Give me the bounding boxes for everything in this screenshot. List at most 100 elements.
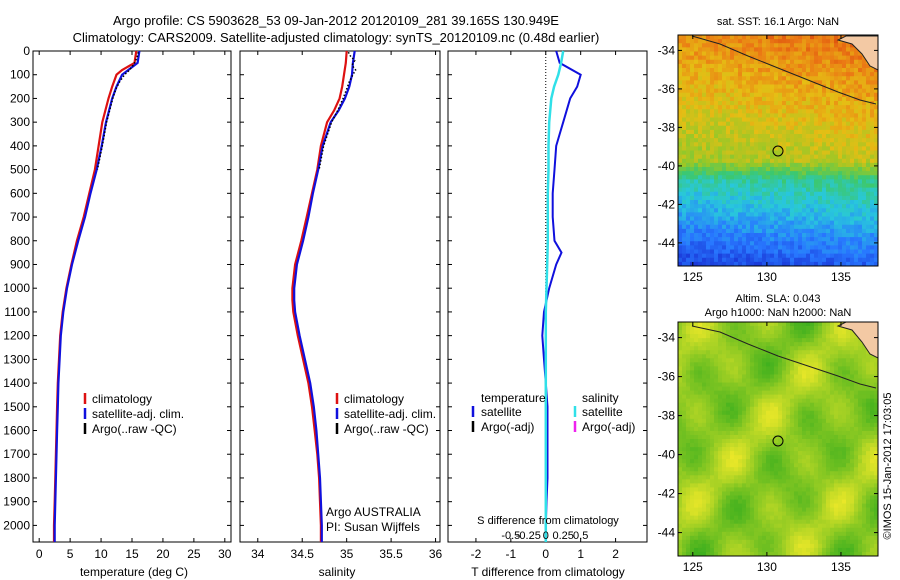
sst-cell (838, 208, 843, 213)
sst-cell (838, 129, 843, 135)
sst-cell (750, 101, 755, 106)
sst-cell (830, 39, 835, 44)
sla-cell (682, 447, 687, 452)
sst-cell (690, 154, 695, 160)
sla-cell (730, 406, 735, 412)
sst-cell (778, 113, 783, 118)
sst-cell (842, 138, 847, 143)
sla-cell (686, 455, 691, 460)
sst-cell (838, 220, 843, 226)
sla-cell (694, 422, 699, 428)
sst-cell (850, 113, 855, 118)
sla-cell (782, 330, 787, 335)
sst-cell (870, 96, 875, 102)
sla-cell (678, 330, 683, 335)
x-tick-label: 34.5 (291, 547, 315, 561)
sst-cell (814, 105, 819, 110)
sla-cell (834, 366, 839, 371)
sst-cell (822, 55, 827, 61)
sst-cell (766, 233, 771, 238)
sst-cell (778, 35, 783, 40)
sst-cell (766, 80, 771, 85)
sla-cell (706, 422, 711, 428)
sla-cell (818, 455, 823, 460)
sst-cell (794, 113, 799, 118)
sst-cell (706, 162, 711, 168)
sst-cell (826, 224, 831, 230)
sst-cell (790, 138, 795, 143)
sla-cell (850, 350, 855, 355)
sst-cell (794, 76, 799, 81)
sla-cell (854, 406, 859, 412)
sst-cell (786, 76, 791, 81)
sst-cell (874, 187, 879, 193)
sst-cell (734, 171, 739, 176)
sla-cell (734, 378, 739, 383)
sst-cell (682, 146, 687, 151)
sst-cell (726, 245, 731, 250)
sla-cell (774, 326, 779, 331)
sst-cell (698, 63, 703, 69)
sst-cell (798, 208, 803, 213)
sla-cell (714, 394, 719, 400)
sla-cell (782, 362, 787, 367)
sla-cell (854, 402, 859, 408)
sst-cell (710, 175, 715, 180)
sla-cell (826, 354, 831, 359)
sla-cell (786, 346, 791, 351)
sst-cell (782, 134, 787, 139)
sst-cell (818, 187, 823, 193)
sst-cell (682, 253, 687, 259)
sla-cell (854, 418, 859, 424)
sst-cell (722, 105, 727, 110)
sla-cell (830, 471, 835, 476)
sst-cell (718, 233, 723, 238)
sst-cell (798, 101, 803, 106)
sst-cell (826, 109, 831, 114)
sst-cell (766, 121, 771, 127)
sla-cell (786, 455, 791, 460)
sla-cell (814, 394, 819, 400)
sst-cell (786, 154, 791, 160)
sst-cell (770, 55, 775, 61)
sst-cell (770, 84, 775, 90)
sla-cell (802, 334, 807, 339)
sla-cell (806, 386, 811, 391)
legend-salinity-heading: salinity (582, 391, 619, 405)
sla-cell (746, 366, 751, 371)
sla-cell (834, 434, 839, 440)
sla-cell (746, 350, 751, 355)
sst-cell (686, 167, 691, 172)
sla-cell (682, 434, 687, 440)
sla-cell (790, 459, 795, 464)
sla-cell (746, 439, 751, 444)
sla-cell (790, 386, 795, 391)
sst-cell (706, 51, 711, 57)
sst-cell (690, 241, 695, 246)
sla-cell (742, 467, 747, 472)
sst-cell (758, 105, 763, 110)
sla-cell (830, 410, 835, 416)
sla-cell (822, 382, 827, 387)
sla-cell (722, 330, 727, 335)
sla-cell (858, 410, 863, 416)
sla-cell (798, 390, 803, 396)
sst-cell (870, 228, 875, 234)
sst-cell (854, 146, 859, 151)
sst-cell (806, 68, 811, 73)
sla-cell (782, 467, 787, 472)
sst-cell (838, 241, 843, 246)
sla-cell (866, 370, 871, 375)
sst-cell (850, 237, 855, 242)
sla-cell (846, 451, 851, 456)
sst-cell (810, 195, 815, 201)
sst-cell (722, 80, 727, 85)
sla-cell (702, 334, 707, 339)
sst-cell (782, 162, 787, 168)
sst-cell (690, 101, 695, 106)
sla-cell (678, 386, 683, 391)
sst-cell (714, 241, 719, 246)
sst-cell (794, 167, 799, 172)
sst-cell (834, 187, 839, 193)
sla-cell (682, 366, 687, 371)
